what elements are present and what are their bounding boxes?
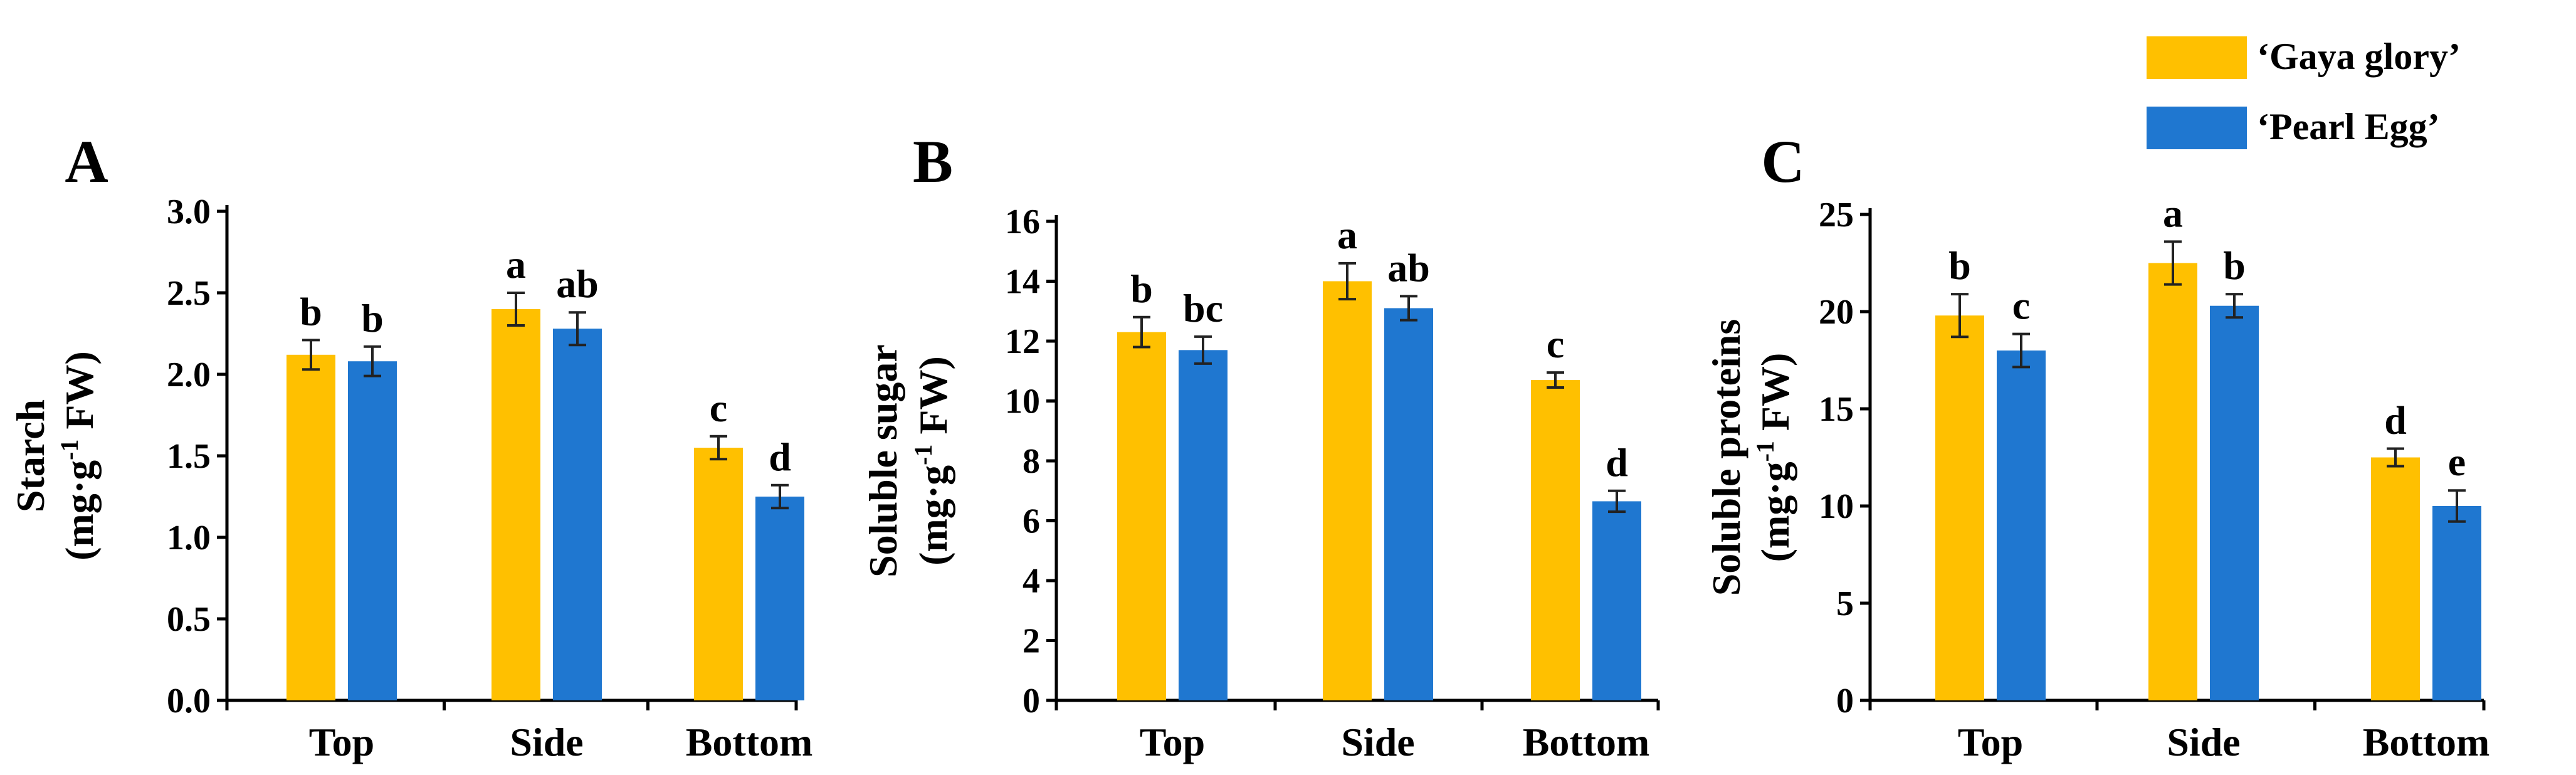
y-tick-label: 25 (1819, 196, 1854, 235)
bar-gaya-glory (1531, 380, 1580, 700)
x-tick-label: Top (1140, 720, 1205, 764)
bar-pearl-egg (553, 329, 602, 700)
legend: ‘Gaya glory’ ‘Pearl Egg’ (2147, 36, 2461, 149)
y-tick-label: 4 (1023, 562, 1040, 601)
significance-letter: ab (1387, 245, 1430, 290)
panel-letter: C (1761, 128, 1804, 195)
bar-gaya-glory (492, 309, 540, 700)
y-tick-label: 12 (1005, 322, 1040, 361)
y-tick-label: 2.5 (167, 274, 211, 313)
x-tick-label: Bottom (1523, 720, 1650, 764)
significance-letter: b (300, 289, 322, 334)
panel-letter: B (913, 128, 953, 195)
significance-letter: c (710, 386, 727, 430)
x-tick-label: Side (2167, 720, 2240, 764)
x-tick-label: Side (1341, 720, 1414, 764)
significance-letter: d (2384, 398, 2407, 443)
legend-swatch (2147, 36, 2247, 79)
bar-pearl-egg (755, 497, 804, 700)
x-tick-label: Top (1958, 720, 2023, 764)
y-tick-label: 0 (1836, 682, 1854, 720)
significance-letter: a (506, 242, 526, 287)
bar-gaya-glory (287, 354, 335, 700)
significance-letter: c (1547, 322, 1564, 366)
significance-letter: bc (1183, 286, 1223, 330)
y-tick-label: 5 (1836, 584, 1854, 623)
x-tick-label: Side (510, 720, 583, 764)
significance-letter: d (1606, 440, 1628, 485)
y-tick-label: 2.0 (167, 356, 211, 394)
y-tick-label: 14 (1005, 263, 1040, 302)
significance-letter: e (2448, 440, 2466, 484)
bar-pearl-egg (2210, 305, 2259, 700)
bar-pearl-egg (1179, 350, 1228, 700)
y-tick-label: 1.0 (167, 519, 211, 557)
bar-gaya-glory (2148, 263, 2197, 700)
y-axis-unit-label: (mg·g-1 FW) (1751, 353, 1797, 562)
legend-swatch (2147, 107, 2247, 149)
y-axis-label: Starch (8, 399, 53, 512)
chart-panel-b: B Soluble sugar (mg·g-1 FW) 0 2 4 6 8 10 12 14 16 To… (861, 128, 1660, 764)
significance-letter: b (361, 296, 384, 340)
chart-panel-a: A Starch (mg·g-1 FW) 0.0 0.5 1.0 1.5 2.0 2.5 3.0 T… (8, 128, 812, 764)
y-tick-label: 3.0 (167, 192, 211, 231)
y-tick-label: 16 (1005, 203, 1040, 241)
significance-letter: b (1948, 243, 1971, 288)
bar-gaya-glory (2371, 457, 2420, 700)
y-axis-label: Soluble sugar (861, 344, 905, 577)
y-tick-label: 1.5 (167, 437, 211, 476)
y-axis-unit-label: (mg·g-1 FW) (909, 356, 955, 566)
x-tick-label: Bottom (2363, 720, 2490, 764)
significance-letter: b (2223, 243, 2246, 288)
significance-letter: a (2163, 191, 2183, 235)
y-tick-label: 6 (1023, 502, 1040, 541)
bar-pearl-egg (2432, 506, 2481, 700)
legend-label: ‘Gaya glory’ (2257, 36, 2461, 77)
y-tick-label: 0 (1023, 682, 1040, 720)
bar-gaya-glory (694, 448, 743, 700)
bar-gaya-glory (1935, 315, 1984, 700)
bar-gaya-glory (1323, 281, 1372, 700)
bar-pearl-egg (1997, 351, 2046, 700)
y-tick-label: 15 (1819, 390, 1854, 429)
bar-pearl-egg (1384, 308, 1433, 701)
significance-letter: b (1130, 266, 1153, 311)
x-tick-label: Bottom (686, 720, 813, 764)
y-tick-label: 0.0 (167, 682, 211, 720)
significance-letter: a (1337, 213, 1357, 257)
chart-panel-c: C Soluble proteins (mg·g-1 FW) 0 5 10 15 20 25 To… (1704, 128, 2489, 764)
legend-label: ‘Pearl Egg’ (2257, 106, 2440, 147)
y-tick-label: 20 (1819, 293, 1854, 332)
y-tick-label: 10 (1005, 382, 1040, 421)
y-tick-label: 0.5 (167, 600, 211, 639)
y-axis-label: Soluble proteins (1704, 319, 1748, 596)
significance-letter: ab (556, 261, 599, 306)
y-tick-label: 2 (1023, 622, 1040, 661)
y-axis-unit-label: (mg·g-1 FW) (55, 351, 102, 561)
x-tick-label: Top (309, 720, 374, 764)
bar-pearl-egg (348, 361, 397, 700)
bar-pearl-egg (1592, 501, 1641, 700)
y-tick-label: 10 (1819, 487, 1854, 526)
y-tick-label: 8 (1023, 442, 1040, 481)
bar-gaya-glory (1117, 332, 1166, 700)
significance-letter: c (2012, 283, 2030, 328)
panel-letter: A (65, 128, 108, 195)
significance-letter: d (769, 435, 791, 479)
